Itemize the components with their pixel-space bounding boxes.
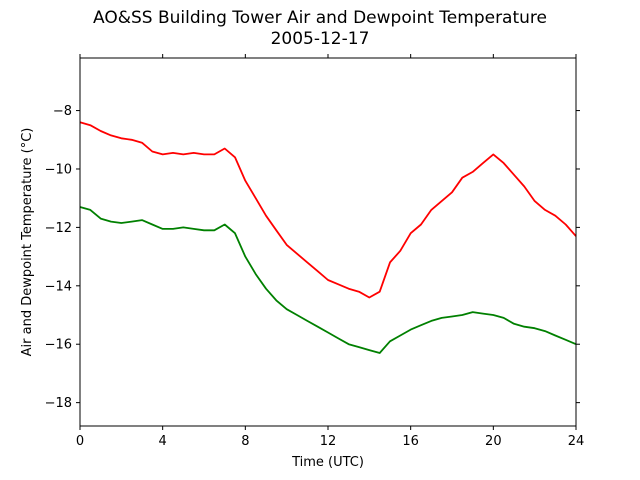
x-tick-label: 16 <box>402 434 419 449</box>
y-tick-label: −8 <box>53 104 72 119</box>
x-axis-label: Time (UTC) <box>291 455 364 470</box>
y-tick-label: −10 <box>45 162 72 177</box>
series-layer <box>79 121 577 354</box>
chart-subtitle: 2005-12-17 <box>270 29 370 49</box>
chart-title: AO&SS Building Tower Air and Dewpoint Te… <box>92 8 547 28</box>
x-tick-label: 0 <box>76 434 84 449</box>
y-tick-label: −12 <box>45 221 72 236</box>
y-axis-label: Air and Dewpoint Temperature (°C) <box>20 128 35 357</box>
x-tick-label: 8 <box>241 434 249 449</box>
dewpoint-temperature-line <box>79 206 577 354</box>
y-tick-label: −16 <box>45 338 72 353</box>
x-tick-label: 4 <box>159 434 167 449</box>
y-tick-label: −14 <box>45 279 72 294</box>
x-tick-label: 12 <box>320 434 337 449</box>
air-temperature-line <box>79 121 577 299</box>
y-tick-label: −18 <box>45 396 72 411</box>
x-tick-label: 24 <box>568 434 585 449</box>
tick-layer: 0 4 8 12 16 20 24 −18 −16 −14 −12 −10 −8 <box>45 54 585 449</box>
plot-frame <box>79 57 577 427</box>
x-tick-label: 20 <box>485 434 502 449</box>
